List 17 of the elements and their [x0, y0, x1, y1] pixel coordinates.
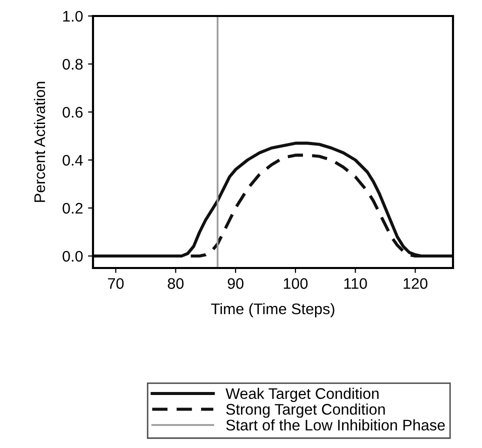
- x-tick-label: 90: [228, 278, 244, 289]
- x-axis-title: Time (Time Steps): [211, 303, 334, 318]
- y-tick-label: 1.0: [63, 10, 83, 22]
- x-tick-label: 110: [344, 278, 367, 289]
- x-tick-label: 70: [108, 278, 124, 289]
- legend-label: Strong Target Condition: [226, 404, 385, 418]
- y-axis-title: Percent Activation: [34, 82, 46, 202]
- y-tick-label: 0.8: [62, 58, 83, 70]
- y-tick-label: 0.4: [62, 154, 83, 166]
- y-tick-label: 0.6: [62, 106, 83, 118]
- x-tick-label: 120: [404, 278, 428, 289]
- x-tick-label: 80: [168, 278, 184, 289]
- y-tick-label: 0.0: [62, 250, 83, 262]
- legend-label: Start of the Low Inhibition Phase: [226, 419, 445, 431]
- x-tick-label: 100: [284, 278, 308, 289]
- legend-label: Weak Target Condition: [226, 388, 379, 402]
- y-tick-label: 0.2: [62, 202, 83, 214]
